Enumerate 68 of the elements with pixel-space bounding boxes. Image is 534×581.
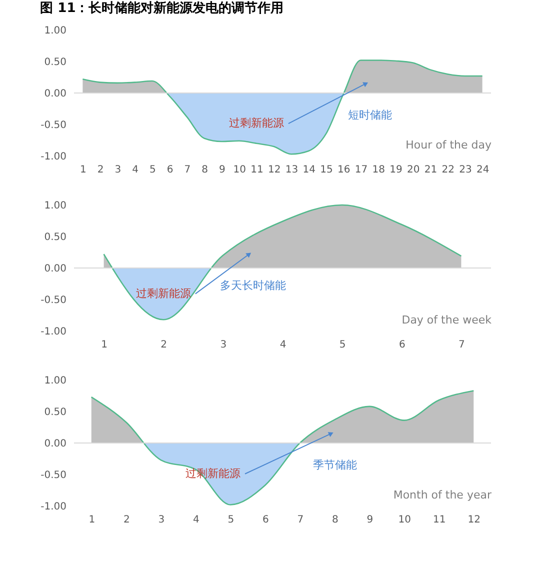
x-tick-label: 2 (97, 164, 104, 176)
x-tick-label: 5 (339, 340, 346, 350)
x-tick-label: 21 (424, 164, 438, 176)
x-tick-label: 13 (285, 164, 298, 176)
x-tick-label: 24 (476, 164, 490, 176)
x-tick-label: 12 (268, 164, 281, 176)
x-tick-label: 3 (220, 340, 227, 350)
y-tick-label: 1.00 (44, 200, 66, 212)
x-tick-label: 18 (372, 164, 385, 176)
x-tick-label: 17 (354, 164, 368, 176)
x-tick-label: 9 (219, 164, 226, 176)
x-tick-label: 6 (166, 164, 174, 176)
y-tick-label: -0.50 (40, 120, 66, 131)
annotation: 短时储能 (348, 108, 392, 122)
x-tick-label: 4 (192, 514, 200, 526)
x-tick-label: 10 (233, 164, 246, 176)
x-tick-label: 19 (390, 164, 402, 176)
annotation: 季节储能 (313, 458, 358, 472)
x-tick-label: 4 (280, 340, 286, 350)
x-tick-label: 8 (202, 164, 208, 176)
annotation: 过剩新能源 (186, 466, 240, 480)
y-tick-label: 1.00 (44, 376, 66, 386)
x-tick-label: 3 (158, 514, 165, 526)
y-tick-label: 0.50 (44, 57, 66, 68)
annotation: 过剩新能源 (136, 286, 191, 300)
x-tick-label: 6 (398, 340, 406, 350)
x-tick-label: 1 (88, 514, 96, 526)
y-tick-label: -1.00 (40, 502, 66, 512)
y-tick-label: 0.50 (44, 232, 66, 243)
x-tick-label: 8 (332, 514, 338, 526)
x-tick-label: 10 (398, 514, 411, 526)
y-tick-label: 0.00 (44, 88, 66, 100)
x-tick-label: 3 (114, 164, 122, 176)
x-tick-label: 2 (123, 514, 130, 526)
annotation: 多天长时储能 (220, 279, 286, 292)
x-axis-title: Hour of the day (406, 138, 492, 152)
x-tick-label: 20 (406, 164, 420, 176)
x-tick-label: 23 (459, 164, 472, 176)
y-tick-label: -1.00 (40, 326, 66, 338)
y-tick-label: 0.50 (44, 407, 66, 418)
x-tick-label: 22 (442, 164, 454, 176)
x-tick-label: 11 (433, 514, 446, 526)
x-tick-label: 4 (132, 164, 138, 176)
x-tick-label: 5 (150, 164, 156, 176)
y-tick-label: 1.00 (44, 26, 66, 36)
x-tick-label: 15 (320, 164, 333, 176)
x-tick-label: 9 (366, 514, 374, 526)
chart-title: 图 11：长时储能对新能源发电的调节作用 (40, 0, 284, 16)
x-tick-label: 5 (228, 514, 234, 526)
y-tick-label: -0.50 (40, 295, 66, 306)
x-tick-label: 2 (160, 340, 168, 350)
x-tick-label: 14 (302, 164, 316, 176)
x-tick-label: 16 (337, 164, 350, 176)
x-axis-title: Month of the year (393, 488, 492, 502)
annotation: 过剩新能源 (228, 116, 284, 130)
x-tick-label: 12 (468, 514, 480, 526)
y-tick-label: 0.00 (44, 264, 66, 274)
y-tick-label: -1.00 (40, 152, 66, 162)
y-tick-label: -0.50 (40, 470, 66, 481)
x-tick-label: 7 (184, 164, 191, 176)
y-tick-label: 0.00 (44, 438, 66, 450)
x-tick-label: 1 (101, 340, 108, 350)
x-tick-label: 1 (80, 164, 86, 176)
x-tick-label: 7 (458, 340, 465, 350)
x-tick-label: 11 (250, 164, 264, 176)
x-tick-label: 7 (297, 514, 304, 526)
x-axis-title: Day of the week (402, 314, 492, 326)
x-tick-label: 6 (262, 514, 269, 526)
